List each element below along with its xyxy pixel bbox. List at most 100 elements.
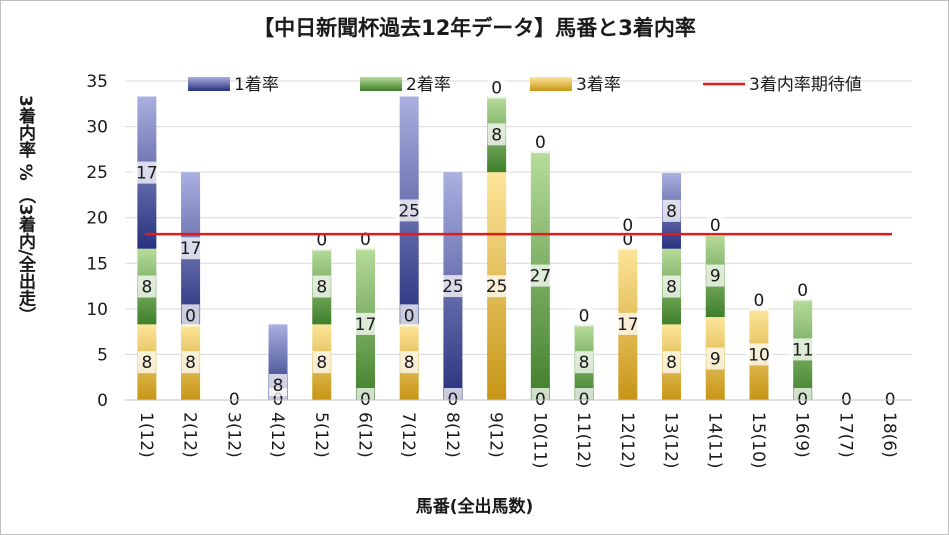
data-label-bg: [395, 199, 424, 222]
x-tick-label: 8(12): [442, 412, 462, 458]
x-tick-label: 17(7): [835, 412, 855, 458]
data-label: 8: [666, 202, 677, 222]
data-label: 0: [797, 281, 808, 301]
data-label: 0: [622, 230, 633, 250]
data-label: 8: [316, 353, 327, 373]
data-label-bg: [531, 388, 550, 410]
data-label-bg: [793, 278, 812, 301]
data-label-bg: [400, 304, 419, 327]
data-label-bg: [618, 213, 637, 236]
data-label: 25: [398, 201, 420, 221]
data-label-bg: [706, 214, 725, 237]
data-label: 9: [710, 267, 721, 287]
data-label: 27: [530, 267, 552, 287]
data-label: 17: [136, 164, 158, 184]
legend-swatch: [188, 77, 230, 91]
data-label: 0: [360, 230, 371, 250]
data-label: 8: [316, 278, 327, 298]
data-label-bg: [749, 288, 768, 311]
data-label-bg: [531, 131, 550, 154]
data-label: 25: [442, 277, 464, 297]
data-label: 11: [792, 340, 814, 360]
data-label: 0: [316, 231, 327, 251]
y-tick-label: 15: [86, 254, 108, 274]
legend-label: 1着率: [234, 75, 279, 95]
data-label-bg: [662, 199, 681, 222]
data-label-bg: [181, 351, 200, 374]
x-tick-label: 16(9): [792, 412, 812, 458]
data-label-bg: [181, 304, 200, 327]
x-tick-label: 6(12): [354, 412, 374, 458]
data-label-bg: [137, 351, 156, 374]
data-label: 8: [185, 353, 196, 373]
data-label-bg: [662, 351, 681, 374]
y-axis-label: 3着内率 % （3着内/全出走）: [15, 95, 35, 324]
data-label-bg: [312, 275, 331, 298]
data-label-bg: [706, 347, 725, 370]
data-label-bg: [312, 351, 331, 374]
data-label: 0: [579, 306, 590, 326]
y-tick-label: 25: [86, 163, 108, 183]
data-label-bg: [744, 343, 773, 366]
data-label-bg: [176, 237, 205, 260]
data-label-bg: [482, 275, 511, 298]
x-tick-label: 3(12): [223, 412, 243, 458]
data-label-bg: [443, 388, 462, 410]
data-label-bg: [575, 304, 594, 327]
data-label: 0: [404, 306, 415, 326]
data-label-bg: [356, 388, 375, 410]
data-label-bg: [575, 388, 594, 410]
y-tick-label: 35: [86, 72, 108, 92]
data-label: 0: [710, 216, 721, 236]
data-label: 8: [491, 125, 502, 145]
data-label: 0: [185, 306, 196, 326]
y-tick-label: 0: [97, 391, 108, 411]
data-label-bg: [487, 76, 506, 99]
legend-swatch: [360, 77, 402, 91]
x-axis-label: 馬番(全出馬数): [415, 497, 534, 517]
x-tick-label: 18(6): [879, 412, 899, 458]
data-label-bg: [351, 312, 380, 335]
data-label-bg: [837, 388, 856, 410]
data-label-bg: [575, 351, 594, 374]
x-tick-label: 12(12): [617, 412, 637, 469]
data-label: 8: [141, 278, 152, 298]
data-label: 0: [622, 216, 633, 236]
data-label: 9: [710, 350, 721, 370]
data-label-bg: [613, 312, 642, 335]
data-label-bg: [526, 264, 555, 287]
data-label: 8: [273, 376, 284, 396]
data-label: 8: [666, 353, 677, 373]
data-label-bg: [132, 161, 161, 184]
legend-label: 2着率: [406, 75, 451, 95]
data-label: 0: [491, 78, 502, 98]
x-tick-label: 14(11): [704, 412, 724, 469]
x-tick-label: 11(12): [573, 412, 593, 469]
data-label: 8: [579, 353, 590, 373]
legend-label: 3着内率期待値: [749, 75, 862, 95]
y-tick-label: 10: [86, 300, 108, 320]
data-label-bg: [137, 275, 156, 298]
x-tick-label: 15(10): [748, 412, 768, 469]
legend-swatch: [530, 77, 572, 91]
data-label-bg: [788, 338, 817, 361]
data-label: 10: [748, 345, 770, 365]
x-tick-label: 2(12): [180, 412, 200, 458]
data-label: 8: [404, 353, 415, 373]
data-label: 8: [666, 278, 677, 298]
data-label-bg: [438, 275, 467, 298]
y-tick-label: 5: [97, 345, 108, 365]
data-label-bg: [400, 351, 419, 374]
data-label: 17: [617, 315, 639, 335]
x-tick-label: 1(12): [136, 412, 156, 458]
data-label: 8: [141, 353, 152, 373]
legend-label: 3着率: [576, 75, 621, 95]
data-label-bg: [706, 264, 725, 287]
x-tick-label: 10(11): [529, 412, 549, 469]
data-label: 25: [486, 277, 508, 297]
x-tick-label: 7(12): [398, 412, 418, 458]
x-tick-label: 5(12): [311, 412, 331, 458]
x-tick-label: 9(12): [486, 412, 506, 458]
